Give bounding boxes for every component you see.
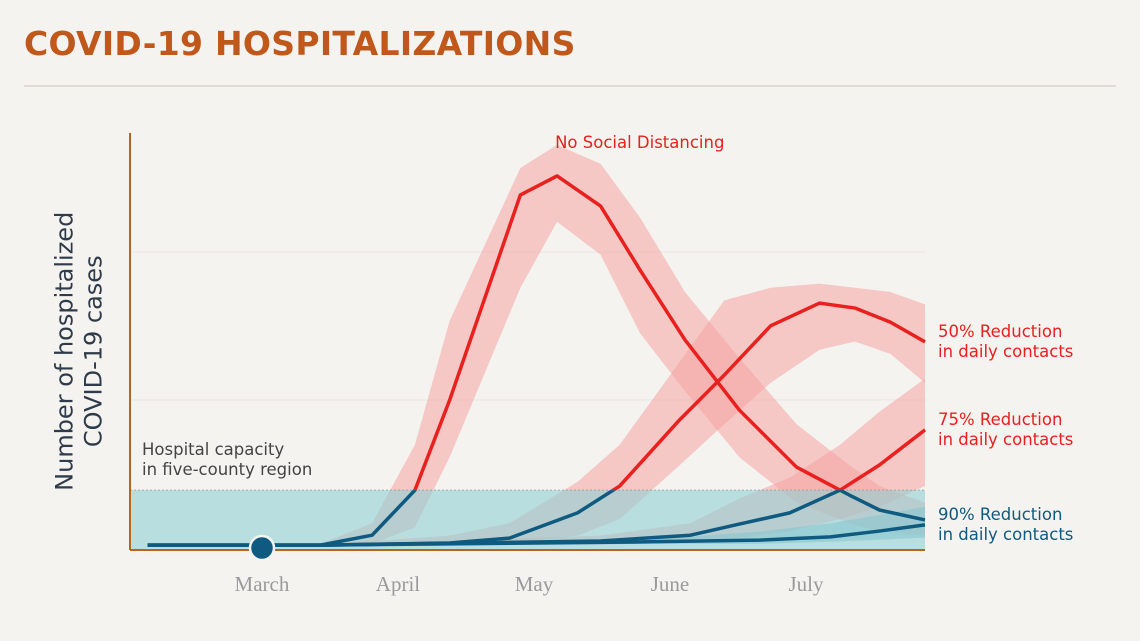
uncertainty-band [147, 283, 926, 546]
x-ticks: March April May June July [235, 572, 824, 596]
x-tick-label: July [788, 572, 824, 596]
series-label: 90% Reduction in daily contacts [938, 504, 1074, 544]
series-line [147, 523, 926, 547]
chart-title: COVID-19 HOSPITALIZATIONS [24, 24, 576, 63]
series-label: 50% Reduction in daily contacts [938, 321, 1074, 362]
series-line [835, 428, 927, 491]
x-tick-label: April [376, 572, 420, 596]
uncertainty-band [147, 144, 926, 546]
capacity-label: Hospital capacity in five-county region [142, 440, 313, 480]
series-line [412, 174, 844, 491]
x-tick-label: March [235, 572, 290, 596]
x-tick-label: May [515, 572, 554, 596]
series-label: No Social Distancing [555, 132, 725, 152]
lines [147, 174, 927, 547]
series-label: 75% Reduction in daily contacts [938, 409, 1074, 449]
y-axis-label: Number of hospitalized COVID-19 cases [50, 211, 108, 491]
series-line [609, 301, 926, 491]
x-tick-label: June [651, 572, 690, 596]
series-line [147, 490, 926, 547]
bands [147, 144, 926, 546]
today-marker [248, 534, 276, 562]
